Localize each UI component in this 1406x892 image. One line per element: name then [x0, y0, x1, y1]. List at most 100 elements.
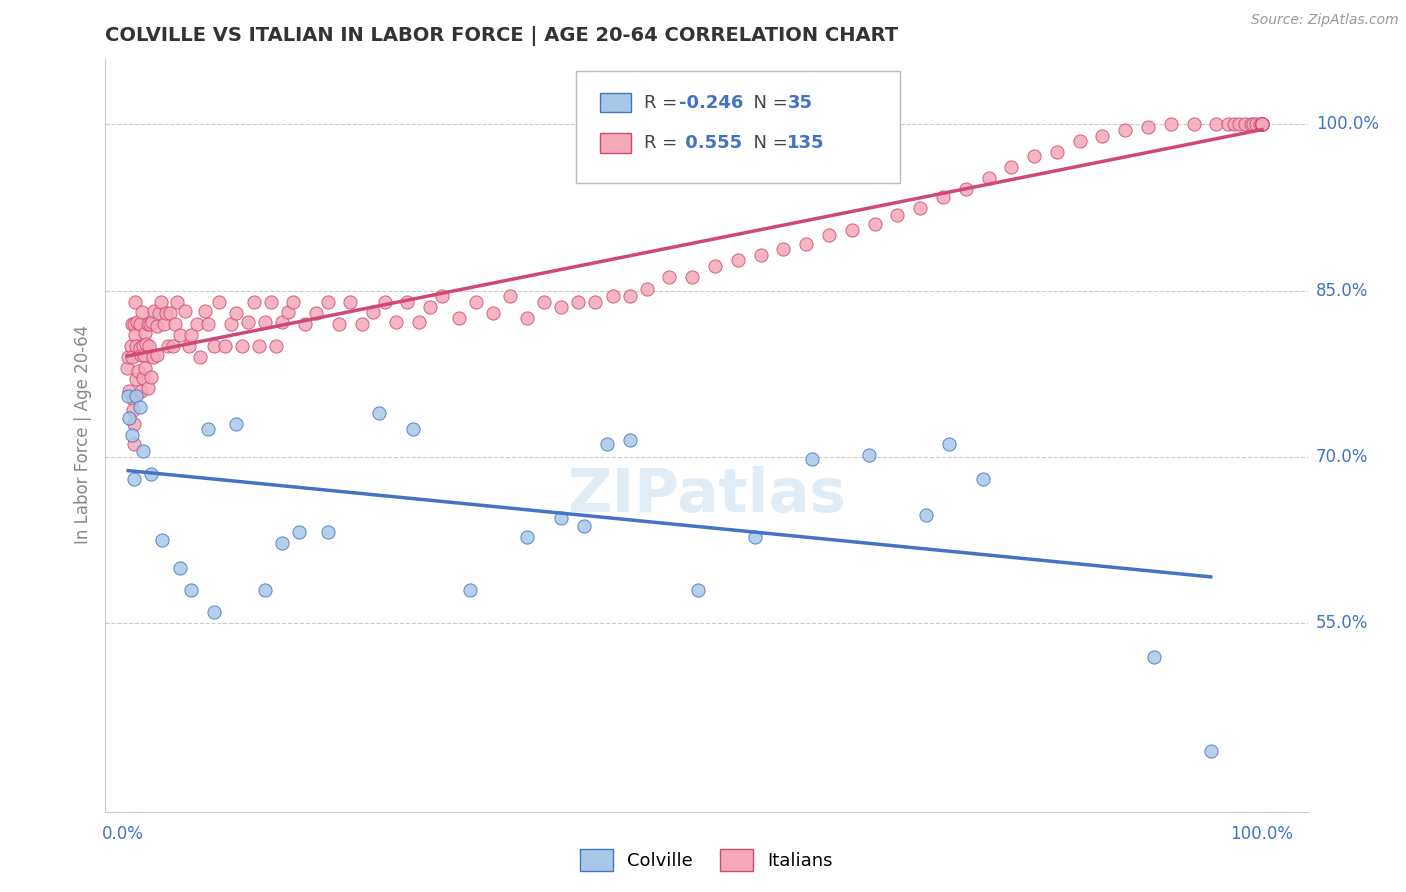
Point	[516, 530, 538, 544]
Point	[350, 317, 373, 331]
Point	[117, 389, 139, 403]
Point	[136, 381, 159, 395]
Text: R =: R =	[644, 134, 683, 152]
Point	[619, 434, 641, 448]
Point	[124, 328, 146, 343]
Point	[132, 444, 155, 458]
Point	[374, 294, 396, 309]
Point	[138, 339, 160, 353]
Point	[225, 417, 247, 431]
Point	[122, 436, 145, 450]
Point	[818, 228, 841, 243]
Point	[1251, 118, 1274, 132]
Point	[125, 372, 148, 386]
Point	[129, 348, 152, 362]
Point	[800, 452, 823, 467]
Point	[163, 317, 186, 331]
Point	[139, 317, 162, 331]
Point	[402, 422, 425, 436]
Point	[142, 351, 165, 365]
Point	[1022, 148, 1045, 162]
Point	[408, 315, 430, 329]
Point	[1000, 160, 1022, 174]
Point	[260, 294, 283, 309]
Point	[135, 337, 157, 351]
Point	[180, 582, 202, 597]
Point	[1251, 118, 1274, 132]
Point	[122, 417, 145, 431]
Point	[145, 348, 167, 362]
Point	[1199, 744, 1222, 758]
Point	[188, 351, 211, 365]
Point	[150, 294, 173, 309]
Point	[128, 400, 150, 414]
Point	[458, 582, 481, 597]
Point	[955, 182, 977, 196]
Point	[194, 303, 217, 318]
Point	[1046, 145, 1069, 160]
Text: 100.0%: 100.0%	[1316, 115, 1379, 134]
Point	[1241, 118, 1264, 132]
Point	[118, 384, 141, 398]
Point	[271, 536, 294, 550]
Point	[1249, 118, 1271, 132]
Point	[122, 472, 145, 486]
Point	[125, 389, 148, 403]
Point	[681, 270, 703, 285]
Point	[1216, 118, 1239, 132]
Point	[658, 270, 681, 285]
Point	[266, 339, 288, 353]
Text: 135: 135	[787, 134, 825, 152]
Point	[619, 289, 641, 303]
Point	[120, 339, 142, 353]
Text: Source: ZipAtlas.com: Source: ZipAtlas.com	[1251, 13, 1399, 28]
Point	[772, 242, 794, 256]
Point	[152, 533, 174, 548]
Point	[499, 289, 522, 303]
Point	[915, 508, 938, 522]
Point	[134, 326, 156, 340]
Point	[129, 384, 152, 398]
Point	[180, 328, 202, 343]
Point	[141, 315, 163, 329]
Point	[118, 411, 141, 425]
Point	[186, 317, 208, 331]
Text: 0.0%: 0.0%	[101, 825, 143, 843]
Point	[131, 305, 153, 319]
Point	[447, 311, 470, 326]
Point	[271, 315, 294, 329]
Point	[1251, 118, 1274, 132]
Text: ZIPatlas: ZIPatlas	[567, 466, 846, 524]
Point	[533, 294, 555, 309]
Point	[117, 351, 139, 365]
Point	[419, 301, 441, 315]
Point	[516, 311, 538, 326]
Point	[1222, 118, 1244, 132]
Point	[132, 339, 155, 353]
Point	[202, 605, 225, 619]
Point	[127, 315, 149, 329]
Point	[977, 170, 1000, 185]
Point	[236, 315, 259, 329]
Text: COLVILLE VS ITALIAN IN LABOR FORCE | AGE 20-64 CORRELATION CHART: COLVILLE VS ITALIAN IN LABOR FORCE | AGE…	[105, 26, 898, 46]
Point	[143, 303, 166, 318]
Point	[932, 189, 955, 203]
Text: 100.0%: 100.0%	[1230, 825, 1294, 843]
Point	[166, 294, 188, 309]
Text: N =: N =	[742, 134, 794, 152]
Point	[1160, 118, 1182, 132]
Text: 85.0%: 85.0%	[1316, 282, 1368, 300]
Point	[121, 428, 143, 442]
Point	[602, 289, 624, 303]
Point	[1114, 123, 1136, 137]
Point	[361, 305, 384, 319]
Point	[159, 306, 181, 320]
Point	[908, 201, 931, 215]
Point	[938, 436, 960, 450]
Point	[596, 436, 619, 450]
Point	[174, 303, 197, 318]
Point	[283, 294, 305, 309]
Point	[583, 294, 606, 309]
Point	[128, 342, 150, 356]
Point	[132, 371, 155, 385]
